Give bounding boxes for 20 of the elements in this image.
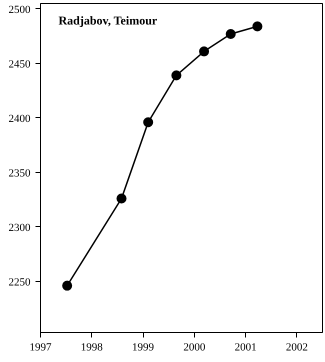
- x-tick-label: 1998: [80, 342, 104, 354]
- point: [226, 29, 236, 39]
- y-tick-label: 2450: [8, 58, 31, 70]
- point: [62, 280, 72, 291]
- y-tick-label: 2250: [8, 276, 31, 288]
- x-tick-label: 2002: [286, 342, 308, 354]
- x-tick-label: 2001: [234, 342, 257, 354]
- x-tick-label: 1997: [30, 342, 52, 354]
- point: [199, 46, 210, 56]
- point: [171, 70, 182, 80]
- y-tick-label: 2300: [8, 222, 31, 234]
- y-tick-label: 2500: [8, 4, 31, 16]
- x-tick-label: 1999: [132, 342, 155, 354]
- text: Radjabov, Teimour: [58, 14, 158, 28]
- y-tick-label: 2400: [8, 112, 31, 125]
- x-tick-label: 2000: [183, 342, 206, 354]
- point: [116, 194, 127, 204]
- y-tick-label: 2350: [8, 167, 31, 180]
- point: [252, 21, 262, 32]
- point: [143, 117, 154, 128]
